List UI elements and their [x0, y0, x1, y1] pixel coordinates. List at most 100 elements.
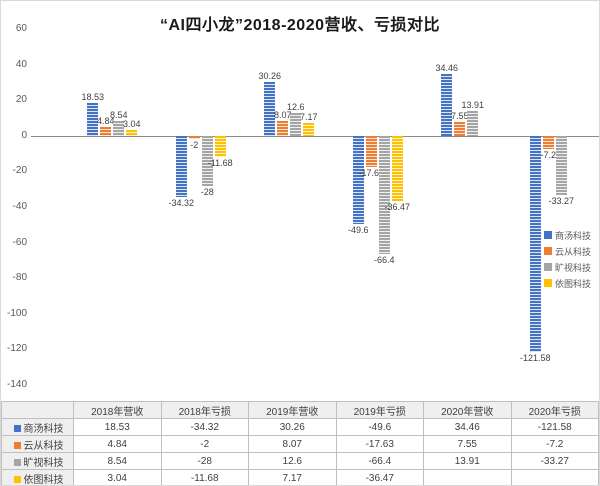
table-row-name: 依图科技	[1, 469, 74, 486]
legend-item: 云从科技	[544, 243, 596, 259]
legend-item: 商汤科技	[544, 227, 596, 243]
table-cell: -17.63	[335, 435, 424, 453]
legend-swatch-icon	[544, 247, 552, 255]
table-row: 云从科技 4.84 -2 8.07 -17.63 7.55 -7.2	[1, 435, 599, 453]
series-name: 依图科技	[23, 474, 64, 486]
table-cell: -49.6	[335, 418, 424, 436]
table-cell: -28	[160, 452, 249, 470]
table-cell: -2	[160, 435, 249, 453]
data-table-wrap: 2018年营收 2018年亏损 2019年营收 2019年亏损 2020年营收 2020年…	[1, 401, 599, 485]
bar-value-label: -36.47	[384, 201, 411, 212]
table-row-name: 商汤科技	[1, 418, 74, 436]
legend-label: 依图科技	[555, 278, 592, 289]
table-cell: 13.91	[423, 452, 512, 470]
y-tick-label: -120	[6, 343, 27, 355]
table-row-name: 云从科技	[1, 435, 74, 453]
legend-item: 旷视科技	[544, 259, 596, 275]
series-swatch-icon	[13, 425, 21, 433]
series-name: 商汤科技	[23, 423, 64, 435]
table-cell: -11.68	[160, 469, 249, 485]
legend-swatch-icon	[544, 231, 552, 239]
legend-swatch-icon	[544, 263, 552, 271]
y-tick-label: 20	[15, 94, 27, 106]
bar-value-label: -66.4	[373, 254, 395, 265]
bar-value-label: -11.68	[207, 157, 233, 168]
table-cell	[423, 469, 512, 485]
table-cell: 8.07	[248, 435, 337, 453]
table-header-cell: 2018年亏损	[160, 401, 249, 419]
table-cell: -66.4	[335, 452, 424, 470]
bar-value-label: -34.32	[168, 197, 195, 208]
bar-value-label: 7.17	[299, 112, 318, 123]
bar-value-label: -121.58	[519, 353, 551, 364]
table-cell: 30.26	[248, 418, 337, 436]
bar-series-1-cat-1	[188, 135, 200, 140]
table-row: 旷视科技 8.54 -28 12.6 -66.4 13.91 -33.27	[1, 452, 599, 470]
y-tick-label: 60	[15, 23, 27, 34]
y-tick-label: 40	[15, 58, 27, 70]
table-cell: -121.58	[510, 418, 599, 436]
bar-series-2-cat-4	[467, 111, 479, 136]
bar-series-0-cat-2	[264, 81, 276, 136]
bar-series-2-cat-0	[113, 120, 125, 136]
table-cell: -7.2	[510, 435, 599, 453]
table-row: 商汤科技 18.53 -34.32 30.26 -49.6 34.46 -121.58	[1, 418, 599, 436]
table-header-cell: 2018年营收	[73, 401, 162, 419]
bar-value-label: 34.46	[435, 63, 459, 74]
y-tick-label: -80	[12, 272, 27, 284]
bar-series-3-cat-2	[303, 123, 315, 136]
series-swatch-icon	[13, 476, 21, 484]
bar-value-label: -2	[190, 140, 199, 151]
table-cell: 3.04	[73, 469, 162, 485]
series-name: 旷视科技	[23, 457, 64, 469]
series-name: 云从科技	[23, 440, 64, 452]
legend-item: 依图科技	[544, 275, 596, 291]
y-axis: 60 40 20 0 -20 -40 -60 -80 -100 -120 -140	[1, 23, 29, 390]
legend-label: 旷视科技	[555, 262, 592, 273]
legend-label: 商汤科技	[555, 230, 592, 241]
table-cell	[510, 469, 599, 485]
bar-series-3-cat-1	[214, 135, 226, 157]
bar-value-label: 8.54	[109, 109, 128, 120]
data-table: 2018年营收 2018年亏损 2019年营收 2019年亏损 2020年营收 2020年…	[1, 401, 599, 486]
bar-series-0-cat-3	[352, 135, 364, 225]
legend: 商汤科技云从科技旷视科技依图科技	[544, 227, 596, 291]
bar-value-label: 3.04	[122, 119, 141, 130]
bar-series-0-cat-5	[529, 135, 541, 353]
y-tick-label: -60	[12, 236, 27, 248]
bar-value-label: 30.26	[258, 70, 282, 81]
bar-series-1-cat-3	[365, 135, 377, 168]
table-cell: 18.53	[73, 418, 162, 436]
bar-value-label: -7.2	[540, 149, 556, 160]
bar-value-label: -17.63	[358, 168, 385, 179]
bar-value-label: 8.07	[273, 110, 292, 121]
bar-series-2-cat-2	[290, 113, 302, 136]
table-row-name: 旷视科技	[1, 452, 74, 470]
bar-series-0-cat-0	[87, 102, 99, 136]
bar-series-1-cat-2	[277, 121, 289, 136]
bar-series-3-cat-3	[391, 135, 403, 201]
table-corner-cell	[1, 401, 74, 419]
data-table-body: 商汤科技 18.53 -34.32 30.26 -49.6 34.46 -121.58 云从科…	[1, 418, 599, 486]
bar-value-label: 7.55	[450, 111, 469, 122]
bar-value-label: 13.91	[461, 100, 485, 111]
table-cell: -36.47	[335, 469, 424, 485]
bar-series-0-cat-4	[441, 74, 453, 136]
bar-value-label: -28	[200, 186, 214, 197]
y-tick-label: -20	[12, 165, 27, 177]
y-tick-label: -100	[6, 307, 27, 319]
table-cell: 4.84	[73, 435, 162, 453]
chart-title: “AI四小龙”2018-2020营收、亏损对比	[159, 17, 441, 34]
table-row: 依图科技 3.04 -11.68 7.17 -36.47	[1, 469, 599, 486]
legend-swatch-icon	[544, 279, 552, 287]
table-cell: 7.55	[423, 435, 512, 453]
x-axis-zero-line	[31, 135, 599, 137]
bar-value-label: 12.6	[286, 102, 305, 113]
bar-series-1-cat-5	[542, 135, 554, 149]
y-tick-label: -140	[6, 379, 27, 390]
data-table-head: 2018年营收 2018年亏损 2019年营收 2019年亏损 2020年营收 2020年…	[1, 401, 599, 419]
bar-series-2-cat-3	[378, 135, 390, 254]
plot-area: 18.53 4.84 8.54 3.04 -34.32 -2 -28 -11.68 30.26 8…	[31, 29, 599, 385]
legend-label: 云从科技	[555, 246, 592, 257]
